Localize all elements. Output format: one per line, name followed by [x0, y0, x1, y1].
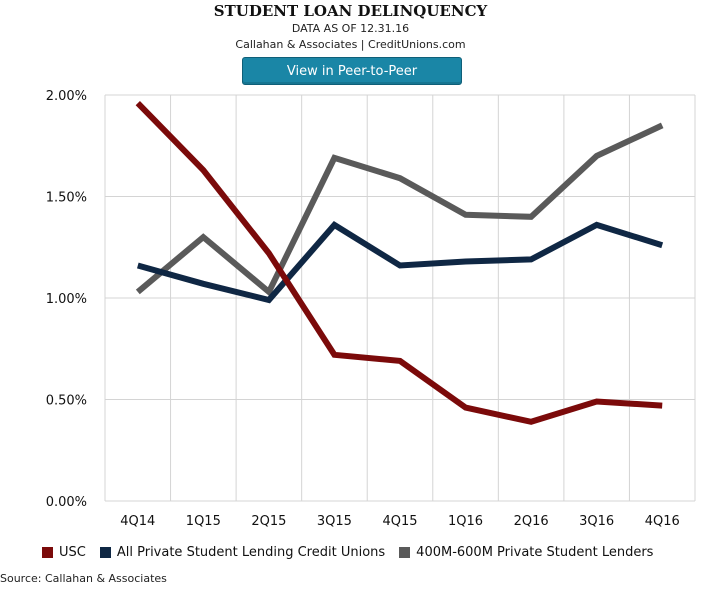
y-tick-label: 2.00% [46, 89, 87, 104]
legend-swatch [99, 547, 111, 558]
x-tick-label: 4Q14 [120, 514, 155, 529]
y-tick-label: 1.00% [46, 292, 87, 307]
x-tick-label: 4Q16 [645, 514, 680, 529]
chart-title: STUDENT LOAN DELINQUENCY [213, 2, 488, 20]
series-line-2 [135, 122, 664, 297]
chart-legend: USC All Private Student Lending Credit U… [42, 545, 667, 560]
legend-item-usc: USC [42, 545, 86, 560]
legend-label: All Private Student Lending Credit Union… [116, 545, 386, 560]
y-tick-label: 1.50% [46, 191, 87, 206]
legend-item-all-private: All Private Student Lending Credit Union… [99, 545, 386, 560]
legend-swatch [399, 547, 411, 558]
y-tick-label: 0.50% [46, 394, 87, 409]
x-tick-label: 1Q16 [448, 514, 483, 529]
legend-item-400m-600m: 400M-600M Private Student Lenders [399, 545, 653, 560]
source-note: Source: Callahan & Associates [0, 572, 167, 585]
x-tick-label: 3Q15 [317, 514, 352, 529]
y-tick-label: 0.00% [46, 495, 87, 510]
x-tick-label: 3Q16 [579, 514, 614, 529]
legend-swatch [42, 547, 53, 558]
chart-subtitle: DATA AS OF 12.31.16 [291, 22, 410, 35]
x-tick-label: 2Q15 [251, 514, 286, 529]
x-tick-label: 4Q15 [382, 514, 417, 529]
chart-credit: Callahan & Associates | CreditUnions.com [235, 38, 466, 51]
series-line-1 [136, 221, 664, 304]
x-tick-label: 1Q15 [186, 514, 221, 529]
series-line-0 [135, 101, 663, 425]
x-tick-label: 2Q16 [514, 514, 549, 529]
legend-label: USC [59, 545, 86, 560]
view-in-peer-to-peer-button[interactable]: View in Peer-to-Peer [242, 57, 462, 85]
legend-label: 400M-600M Private Student Lenders [416, 545, 654, 560]
